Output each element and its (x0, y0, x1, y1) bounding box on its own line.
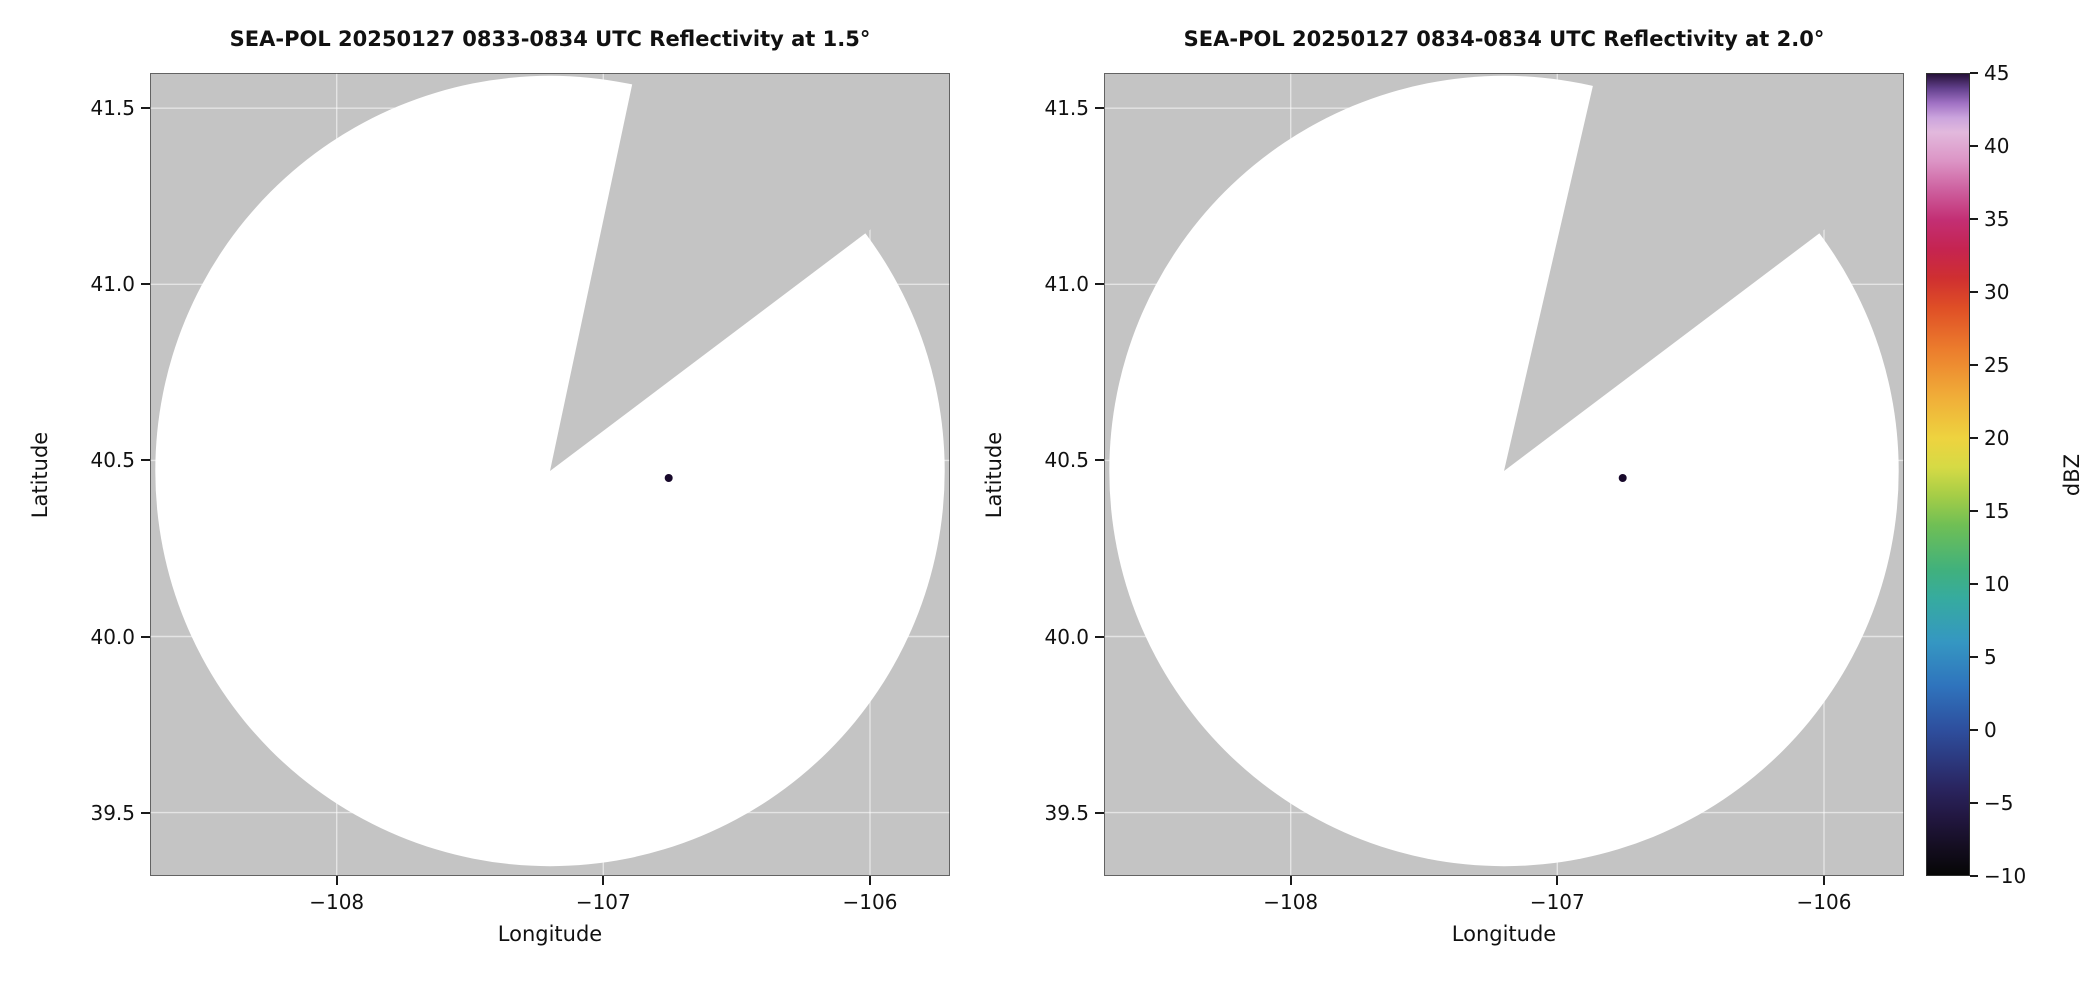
y-tick-mark (141, 811, 150, 814)
x-tick-mark (602, 876, 605, 885)
y-tick-label: 41.0 (90, 272, 135, 297)
colorbar-tick-mark (1970, 509, 1978, 512)
colorbar-tick-label: 25 (1984, 353, 2010, 377)
x-tick-mark (869, 876, 871, 885)
y-tick-mark (141, 107, 150, 110)
y-tick-label: 40.0 (1044, 624, 1089, 649)
x-tick-mark (1823, 876, 1825, 885)
y-tick-mark (1095, 283, 1104, 286)
colorbar-tick-mark (1970, 364, 1978, 366)
y-axis-label: Latitude (28, 431, 52, 518)
x-tick-label: −108 (309, 890, 365, 914)
colorbar-tick-label: −5 (1984, 790, 2014, 815)
colorbar-tick-mark (1970, 582, 1978, 585)
colorbar-tick-mark (1970, 801, 1978, 804)
y-tick-mark (1095, 107, 1104, 110)
colorbar-area: dBZ −10 −5 0 5 10 15 20 25 30 35 40 45 (1926, 61, 2084, 888)
colorbar-tick-mark (1970, 728, 1978, 731)
colorbar-tick-mark (1970, 218, 1978, 220)
colorbar-tick-label: 20 (1984, 426, 2010, 450)
y-tick-label: 39.5 (1044, 800, 1089, 825)
ppi-plot (150, 73, 950, 876)
panel-title: SEA-POL 20250127 0833-0834 UTC Reflectiv… (229, 27, 871, 51)
x-axis-label: Longitude (1451, 922, 1557, 946)
colorbar-tick-mark (1970, 291, 1978, 293)
colorbar-tick-label: 45 (1984, 61, 2010, 85)
y-tick-label: 39.5 (90, 800, 135, 825)
colorbar-tick-label: 0 (1984, 717, 1997, 742)
y-tick-mark (141, 635, 150, 638)
colorbar-tick-label: 40 (1984, 134, 2010, 158)
y-tick-label: 41.0 (1044, 272, 1089, 297)
x-tick-label: −107 (1529, 890, 1585, 914)
x-tick-label: −107 (575, 890, 631, 914)
x-tick-mark (335, 876, 338, 885)
colorbar-tick-label: 35 (1984, 207, 2010, 231)
y-tick-label: 40.5 (1044, 448, 1089, 473)
radar-panel-left: SEA-POL 20250127 0833-0834 UTC Reflectiv… (28, 27, 950, 946)
x-tick-label: −106 (1796, 890, 1852, 914)
colorbar-tick-mark (1970, 145, 1978, 147)
colorbar-tick-mark (1970, 655, 1978, 658)
x-tick-mark (1289, 876, 1292, 885)
colorbar-tick-mark (1970, 437, 1978, 439)
y-axis-label: Latitude (982, 431, 1006, 518)
colorbar-tick-label: 15 (1984, 498, 2010, 523)
x-tick-mark (1556, 876, 1559, 885)
colorbar-label: dBZ (2060, 453, 2084, 496)
x-tick-label: −106 (842, 890, 898, 914)
colorbar-tick-mark (1970, 72, 1978, 74)
colorbar-tick-mark (1970, 875, 1978, 877)
y-tick-label: 41.5 (1044, 96, 1089, 121)
colorbar (1926, 73, 1970, 876)
y-tick-label: 40.5 (90, 448, 135, 473)
colorbar-tick-label: 30 (1984, 280, 2010, 304)
ppi-plot (1104, 73, 1904, 876)
colorbar-tick-label: −10 (1984, 864, 2027, 888)
y-tick-mark (141, 459, 150, 462)
y-tick-mark (141, 283, 150, 286)
y-tick-mark (1095, 635, 1104, 638)
x-axis-label: Longitude (497, 922, 603, 946)
y-tick-mark (1095, 459, 1104, 462)
y-tick-mark (1095, 811, 1104, 814)
colorbar-tick-label: 10 (1984, 571, 2010, 596)
x-tick-label: −108 (1263, 890, 1319, 914)
radar-panel-right: SEA-POL 20250127 0834-0834 UTC Reflectiv… (982, 27, 1904, 946)
y-tick-label: 41.5 (90, 96, 135, 121)
y-tick-label: 40.0 (90, 624, 135, 649)
colorbar-tick-label: 5 (1984, 644, 1997, 669)
panel-title: SEA-POL 20250127 0834-0834 UTC Reflectiv… (1183, 27, 1825, 51)
